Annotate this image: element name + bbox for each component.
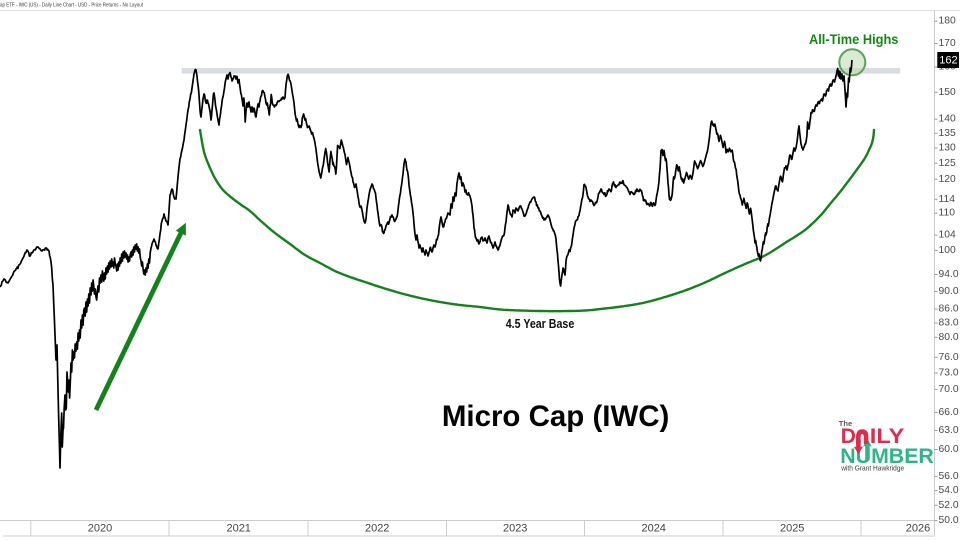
svg-text:2023: 2023 [503,523,527,535]
svg-text:2026: 2026 [906,523,930,535]
svg-text:110: 110 [939,208,956,219]
svg-text:50.0: 50.0 [939,515,959,526]
svg-text:104: 104 [939,230,956,241]
svg-text:52.0: 52.0 [939,500,959,511]
svg-text:73.0: 73.0 [939,368,959,379]
svg-text:170: 170 [939,38,956,49]
svg-text:140: 140 [939,114,956,125]
svg-text:4.5 Year Base: 4.5 Year Base [506,317,575,331]
svg-text:114: 114 [939,194,956,205]
svg-text:76.0: 76.0 [939,352,959,363]
svg-text:66.0: 66.0 [939,407,959,418]
svg-text:150: 150 [939,87,956,98]
svg-text:ILY: ILY [870,425,905,448]
svg-text:The: The [839,419,852,428]
svg-text:56.0: 56.0 [939,471,959,482]
svg-text:86.0: 86.0 [939,304,959,315]
svg-text:with Grant Hawkridge: with Grant Hawkridge [840,463,904,472]
svg-text:83.0: 83.0 [939,318,959,329]
svg-text:90.0: 90.0 [939,286,959,297]
svg-text:162: 162 [939,55,957,67]
svg-text:2024: 2024 [641,523,665,535]
svg-text:130: 130 [939,143,956,154]
svg-text:2020: 2020 [88,523,112,535]
svg-text:135: 135 [939,128,956,139]
svg-text:D: D [841,425,856,448]
svg-text:2025: 2025 [780,523,804,535]
svg-text:180: 180 [939,16,956,27]
svg-text:120: 120 [939,174,956,185]
svg-text:Micro Cap (IWC): Micro Cap (IWC) [442,400,670,433]
svg-text:60.0: 60.0 [939,444,959,455]
svg-text:2021: 2021 [226,523,250,535]
svg-text:80.0: 80.0 [939,332,959,343]
svg-text:100: 100 [939,245,956,256]
svg-text:94.0: 94.0 [939,269,959,280]
svg-text:All-Time Highs: All-Time Highs [809,32,899,47]
svg-text:54.0: 54.0 [939,485,959,496]
svg-text:70.0: 70.0 [939,384,959,395]
svg-text:NUMBER: NUMBER [840,445,934,468]
svg-text:63.0: 63.0 [939,425,959,436]
svg-text:ap ETF - IWC (US) - Daily Line: ap ETF - IWC (US) - Daily Line Chart - U… [0,3,143,9]
svg-text:125: 125 [939,158,956,169]
svg-text:2022: 2022 [365,523,389,535]
